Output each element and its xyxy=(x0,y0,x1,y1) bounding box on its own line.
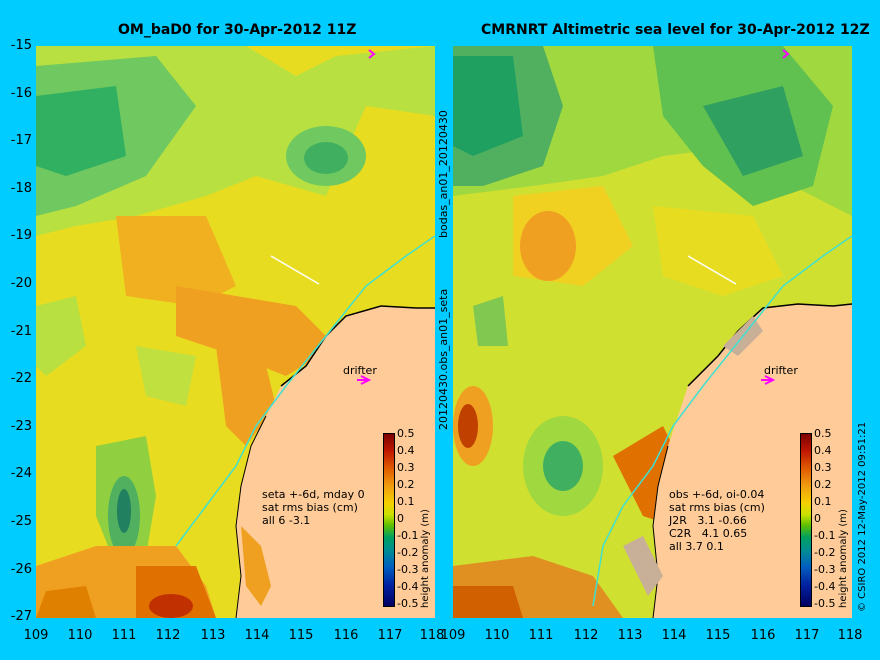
lat-tick: -19 xyxy=(10,228,32,243)
colorbar-tick: 0.2 xyxy=(814,478,832,491)
lat-tick: -23 xyxy=(10,419,32,434)
lon-tick: 110 xyxy=(67,628,93,643)
lon-tick: 114 xyxy=(244,628,270,643)
drifter-label: drifter xyxy=(764,364,798,377)
lat-tick: -20 xyxy=(10,276,32,291)
lat-tick: -27 xyxy=(10,609,32,624)
lon-tick: 110 xyxy=(484,628,510,643)
left-map-panel: drifter seta +-6d, mday 0 sat rms bias (… xyxy=(36,46,435,618)
colorbar-tick: 0.4 xyxy=(814,444,832,457)
right-colorbar xyxy=(800,433,812,607)
lat-tick: -21 xyxy=(10,324,32,339)
colorbar-tick: -0.4 xyxy=(397,580,419,593)
lon-tick: 116 xyxy=(333,628,359,643)
lat-tick: -16 xyxy=(10,86,32,101)
lat-tick: -26 xyxy=(10,562,32,577)
colorbar-tick: -0.5 xyxy=(397,597,419,610)
lon-tick: 111 xyxy=(528,628,554,643)
colorbar-tick: 0.3 xyxy=(397,461,415,474)
lon-tick: 111 xyxy=(111,628,137,643)
lon-tick: 118 xyxy=(419,628,445,643)
credit-label: © CSIRO 2012 12-May-2012 09:51:21 xyxy=(857,421,868,612)
lon-tick: 112 xyxy=(155,628,181,643)
left-map-title: OM_baD0 for 30-Apr-2012 11Z xyxy=(118,22,357,38)
lon-tick: 114 xyxy=(661,628,687,643)
colorbar-tick: 0.5 xyxy=(397,427,415,440)
colorbar-tick: -0.3 xyxy=(397,563,419,576)
lon-tick: 115 xyxy=(288,628,314,643)
colorbar-tick: -0.3 xyxy=(814,563,836,576)
lon-tick: 112 xyxy=(573,628,599,643)
lat-tick: -18 xyxy=(10,181,32,196)
lon-tick: 109 xyxy=(23,628,49,643)
left-colorbar-label: height anomaly (m) xyxy=(420,509,431,608)
left-stats-note: seta +-6d, mday 0 sat rms bias (cm) all … xyxy=(262,488,365,527)
right-map-canvas xyxy=(453,46,852,618)
lat-tick: -24 xyxy=(10,466,32,481)
lon-tick: 116 xyxy=(750,628,776,643)
right-stats-note: obs +-6d, oi-0.04 sat rms bias (cm) J2R … xyxy=(669,488,765,553)
left-colorbar xyxy=(383,433,395,607)
colorbar-tick: 0.4 xyxy=(397,444,415,457)
lat-tick: -22 xyxy=(10,371,32,386)
lon-tick: 113 xyxy=(617,628,643,643)
colorbar-tick: 0.2 xyxy=(397,478,415,491)
lon-tick: 117 xyxy=(794,628,820,643)
left-source-label: bodas_an01_20120430 xyxy=(437,110,450,238)
colorbar-tick: 0.1 xyxy=(814,495,832,508)
right-source-label: 20120430.obs_an01_seta xyxy=(437,288,450,430)
lon-tick: 118 xyxy=(837,628,863,643)
colorbar-tick: -0.1 xyxy=(814,529,836,542)
colorbar-tick: -0.5 xyxy=(814,597,836,610)
colorbar-tick: -0.1 xyxy=(397,529,419,542)
colorbar-tick: -0.2 xyxy=(814,546,836,559)
lat-tick: -17 xyxy=(10,133,32,148)
colorbar-tick: -0.2 xyxy=(397,546,419,559)
lat-tick: -25 xyxy=(10,514,32,529)
right-map-panel: drifter obs +-6d, oi-0.04 sat rms bias (… xyxy=(453,46,852,618)
colorbar-tick: 0.1 xyxy=(397,495,415,508)
left-map-canvas xyxy=(36,46,435,618)
lon-tick: 115 xyxy=(705,628,731,643)
lon-tick: 117 xyxy=(377,628,403,643)
lon-tick: 113 xyxy=(200,628,226,643)
right-map-title: CMRNRT Altimetric sea level for 30-Apr-2… xyxy=(481,22,870,38)
right-colorbar-label: height anomaly (m) xyxy=(838,509,849,608)
colorbar-tick: 0.3 xyxy=(814,461,832,474)
lat-tick: -15 xyxy=(10,38,32,53)
colorbar-tick: 0 xyxy=(397,512,404,525)
colorbar-tick: 0.5 xyxy=(814,427,832,440)
lon-tick: 109 xyxy=(440,628,466,643)
colorbar-tick: -0.4 xyxy=(814,580,836,593)
colorbar-tick: 0 xyxy=(814,512,821,525)
drifter-label: drifter xyxy=(343,364,377,377)
